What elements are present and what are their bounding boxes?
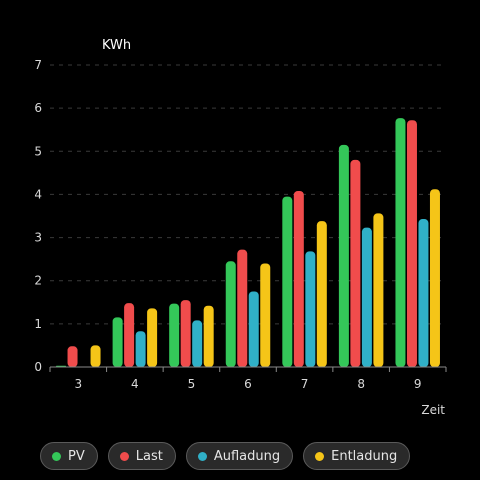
y-tick-label: 6 <box>34 101 42 115</box>
bar-last-5[interactable] <box>180 300 191 367</box>
bar-chart: KWh Zeit 0 1 2 3 4 5 6 7 3 4 5 6 7 8 9 <box>34 38 447 417</box>
legend-dot-icon <box>315 451 325 461</box>
bar-pv-8[interactable] <box>338 144 349 367</box>
bar-pv-6[interactable] <box>225 261 236 367</box>
legend-dot-icon <box>119 451 129 461</box>
legend-label: Last <box>135 448 163 464</box>
bar-last-6[interactable] <box>237 249 248 367</box>
legend-dot-icon <box>197 451 207 461</box>
bar-aufladung-9[interactable] <box>418 219 429 367</box>
bar-pv-9[interactable] <box>395 118 406 368</box>
legend-item-pv[interactable]: PV <box>40 442 98 470</box>
x-tick-label: 6 <box>244 377 252 391</box>
bar-aufladung-4[interactable] <box>135 331 146 367</box>
bar-last-8[interactable] <box>350 159 361 367</box>
legend-label: Aufladung <box>213 448 281 464</box>
x-tick-label: 8 <box>357 377 365 391</box>
bar-aufladung-6[interactable] <box>248 291 259 368</box>
legend-item-entladung[interactable]: Entladung <box>303 442 411 470</box>
gridlines <box>50 64 446 325</box>
x-tick-label: 4 <box>131 377 139 391</box>
bar-entladung-3[interactable] <box>90 345 101 367</box>
bar-last-9[interactable] <box>406 120 417 367</box>
bar-pv-4[interactable] <box>112 317 123 367</box>
bar-last-7[interactable] <box>293 190 304 367</box>
y-tick-label: 2 <box>34 274 42 288</box>
bar-last-4[interactable] <box>124 303 135 367</box>
bar-entladung-9[interactable] <box>429 189 440 367</box>
y-axis-unit-label: KWh <box>102 38 131 53</box>
y-tick-label: 3 <box>34 231 42 245</box>
bar-entladung-4[interactable] <box>147 308 158 367</box>
y-tick-label: 7 <box>34 58 42 72</box>
legend-label: Entladung <box>331 448 398 464</box>
x-tick-label: 5 <box>188 377 196 391</box>
legend-label: PV <box>68 448 85 464</box>
legend-item-aufladung[interactable]: Aufladung <box>185 442 294 470</box>
bar-pv-5[interactable] <box>169 303 180 367</box>
legend-item-last[interactable]: Last <box>107 442 176 470</box>
bar-entladung-7[interactable] <box>316 221 327 367</box>
bar-aufladung-7[interactable] <box>305 251 316 367</box>
y-tick-label: 4 <box>34 187 42 201</box>
legend-dot-icon <box>52 451 61 461</box>
bar-pv-7[interactable] <box>282 196 293 367</box>
y-tick-label: 0 <box>34 360 42 374</box>
legend: PV Last Aufladung Entladung <box>40 442 411 470</box>
y-tick-label: 1 <box>34 317 42 331</box>
bar-last-3[interactable] <box>67 346 78 367</box>
bar-entladung-5[interactable] <box>203 305 214 367</box>
y-tick-label: 5 <box>34 144 42 158</box>
bar-entladung-6[interactable] <box>260 263 271 367</box>
bar-entladung-8[interactable] <box>373 213 384 367</box>
x-tick-label: 7 <box>301 377 309 391</box>
x-tick-label: 9 <box>414 377 422 391</box>
x-axis: 3 4 5 6 7 8 9 <box>49 366 447 391</box>
x-tick-label: 3 <box>74 377 82 391</box>
x-axis-label: Zeit <box>421 403 445 417</box>
bar-aufladung-8[interactable] <box>361 227 372 367</box>
y-axis-ticks: 0 1 2 3 4 5 6 7 <box>34 58 42 374</box>
bar-aufladung-5[interactable] <box>192 320 203 367</box>
bars <box>56 118 440 368</box>
